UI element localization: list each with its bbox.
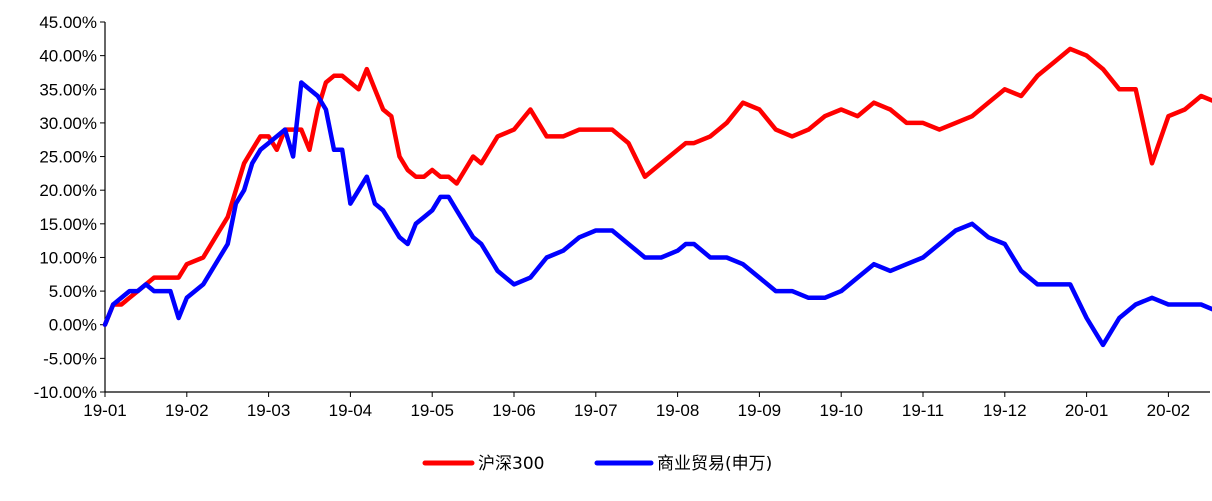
x-tick-label: 19-10 (819, 401, 862, 420)
x-tick-label: 19-04 (329, 401, 372, 420)
x-tick-label: 20-01 (1065, 401, 1108, 420)
series-lines (102, 46, 1212, 348)
x-tick-label: 19-12 (983, 401, 1026, 420)
y-tick-label: -10.00% (34, 383, 97, 402)
x-tick-label: 19-11 (902, 401, 944, 420)
x-tick-label: 19-06 (492, 401, 535, 420)
y-tick-label: 45.00% (39, 13, 97, 32)
y-axis: 45.00% 40.00% 35.00% 30.00% 25.00% 20.00% 15.0… (34, 13, 106, 402)
y-tick-label: 35.00% (39, 80, 97, 99)
series-line-hs300 (102, 46, 1212, 327)
x-tick-label: 19-01 (83, 401, 126, 420)
y-tick-label: 30.00% (39, 114, 97, 133)
x-axis: 19-01 19-02 19-03 19-04 19-05 19-06 19-07 19-08… (83, 391, 1210, 420)
legend-label-commerce: 商业贸易(申万) (657, 454, 772, 474)
x-tick-label: 19-09 (738, 401, 781, 420)
y-tick-label: -5.00% (43, 349, 97, 368)
legend-label-hs300: 沪深300 (478, 454, 544, 474)
x-tick-label: 19-05 (410, 401, 453, 420)
x-tick-label: 19-02 (165, 401, 208, 420)
y-tick-label: 5.00% (49, 282, 97, 301)
series-line-commerce (102, 80, 1212, 348)
y-tick-label: 25.00% (39, 148, 97, 167)
y-tick-label: 40.00% (39, 47, 97, 66)
y-tick-label: 10.00% (39, 248, 97, 267)
x-tick-label: 20-02 (1147, 401, 1190, 420)
legend: 沪深300 商业贸易(申万) (422, 454, 772, 474)
x-tick-label: 19-07 (574, 401, 617, 420)
x-tick-label: 19-03 (247, 401, 290, 420)
y-tick-label: 15.00% (39, 215, 97, 234)
y-tick-label: 0.00% (49, 316, 97, 335)
y-tick-label: 20.00% (39, 181, 97, 200)
x-tick-label: 19-08 (656, 401, 699, 420)
